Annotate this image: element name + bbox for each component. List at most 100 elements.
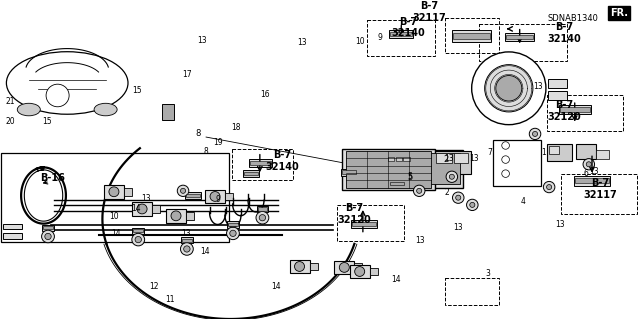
Bar — [385, 153, 460, 184]
Text: 19: 19 — [212, 138, 223, 147]
Text: FR.: FR. — [610, 8, 628, 18]
Circle shape — [583, 159, 595, 170]
Bar — [257, 206, 268, 212]
Bar — [3, 224, 22, 229]
Bar — [44, 226, 52, 229]
Bar — [232, 149, 293, 180]
Circle shape — [132, 233, 145, 246]
Circle shape — [532, 131, 538, 137]
Circle shape — [496, 76, 522, 101]
Circle shape — [180, 188, 186, 193]
Circle shape — [502, 142, 509, 149]
Text: 13: 13 — [453, 223, 463, 232]
Circle shape — [467, 199, 478, 211]
Bar — [134, 229, 143, 233]
Text: 15: 15 — [42, 117, 52, 126]
Text: 8: 8 — [196, 130, 201, 138]
Bar — [381, 150, 463, 188]
Text: 15: 15 — [132, 86, 142, 95]
Text: 10: 10 — [355, 37, 365, 46]
Bar — [389, 30, 413, 38]
Text: 9: 9 — [378, 33, 383, 41]
Text: SDNAB1340: SDNAB1340 — [547, 14, 598, 23]
Bar — [228, 223, 237, 226]
Bar — [560, 107, 589, 112]
Bar — [42, 225, 54, 231]
Text: 11: 11 — [165, 295, 174, 304]
Bar — [258, 207, 267, 211]
Text: B-7
32120: B-7 32120 — [337, 204, 371, 225]
Text: 14: 14 — [111, 229, 121, 239]
Bar — [454, 153, 468, 163]
Text: B-7
32120: B-7 32120 — [548, 100, 581, 122]
Text: 14: 14 — [271, 282, 282, 291]
Text: 13: 13 — [415, 236, 425, 245]
Bar — [152, 205, 160, 213]
Text: 13: 13 — [196, 36, 207, 45]
Text: 5: 5 — [407, 173, 412, 182]
Bar — [479, 24, 567, 61]
Bar — [355, 263, 362, 271]
Ellipse shape — [94, 103, 117, 116]
Text: 20: 20 — [5, 117, 15, 126]
Circle shape — [547, 185, 552, 189]
Bar — [132, 202, 152, 216]
Bar — [452, 30, 491, 42]
Text: 2: 2 — [445, 188, 450, 197]
Circle shape — [177, 185, 189, 197]
Text: 5: 5 — [407, 172, 412, 181]
Bar — [186, 194, 200, 197]
Circle shape — [210, 191, 220, 201]
Bar — [388, 157, 394, 161]
Bar — [493, 140, 541, 186]
Circle shape — [472, 52, 546, 125]
Circle shape — [180, 243, 193, 255]
Bar — [124, 188, 132, 196]
Text: 17: 17 — [182, 70, 192, 79]
Bar — [104, 185, 124, 199]
Bar — [575, 178, 609, 183]
Bar — [549, 146, 559, 154]
Bar — [576, 144, 596, 159]
Bar — [561, 174, 637, 214]
Text: 13: 13 — [297, 38, 307, 47]
Bar — [548, 79, 567, 88]
Text: 2: 2 — [444, 155, 449, 164]
Bar — [396, 157, 402, 161]
Bar — [132, 228, 144, 234]
Bar — [389, 180, 405, 187]
Circle shape — [42, 230, 54, 243]
Text: B-7
32140: B-7 32140 — [266, 150, 299, 172]
Bar — [575, 176, 610, 186]
Circle shape — [452, 192, 464, 203]
Bar — [506, 33, 534, 41]
Circle shape — [413, 185, 425, 197]
Bar — [310, 263, 317, 271]
Text: 12: 12 — [150, 282, 159, 291]
Text: B-7
32117: B-7 32117 — [584, 178, 617, 200]
Circle shape — [294, 262, 305, 271]
Bar — [547, 95, 623, 131]
Text: 13: 13 — [180, 229, 191, 239]
Bar — [454, 33, 490, 39]
Circle shape — [502, 156, 509, 163]
Text: 16: 16 — [260, 90, 270, 99]
Ellipse shape — [17, 103, 40, 116]
Circle shape — [449, 174, 454, 179]
Text: 13: 13 — [141, 194, 151, 203]
Circle shape — [46, 84, 69, 107]
Bar — [181, 237, 193, 243]
Bar — [367, 20, 435, 56]
Bar — [250, 161, 271, 165]
Circle shape — [259, 215, 266, 221]
Bar — [3, 233, 22, 239]
Text: 14: 14 — [200, 247, 210, 256]
Circle shape — [227, 227, 239, 240]
Text: B-7
32117: B-7 32117 — [413, 1, 446, 23]
Text: 21: 21 — [6, 97, 15, 106]
Circle shape — [230, 230, 236, 236]
Text: 18: 18 — [231, 123, 240, 132]
Circle shape — [484, 65, 533, 112]
Bar — [548, 91, 567, 100]
Circle shape — [135, 236, 141, 243]
